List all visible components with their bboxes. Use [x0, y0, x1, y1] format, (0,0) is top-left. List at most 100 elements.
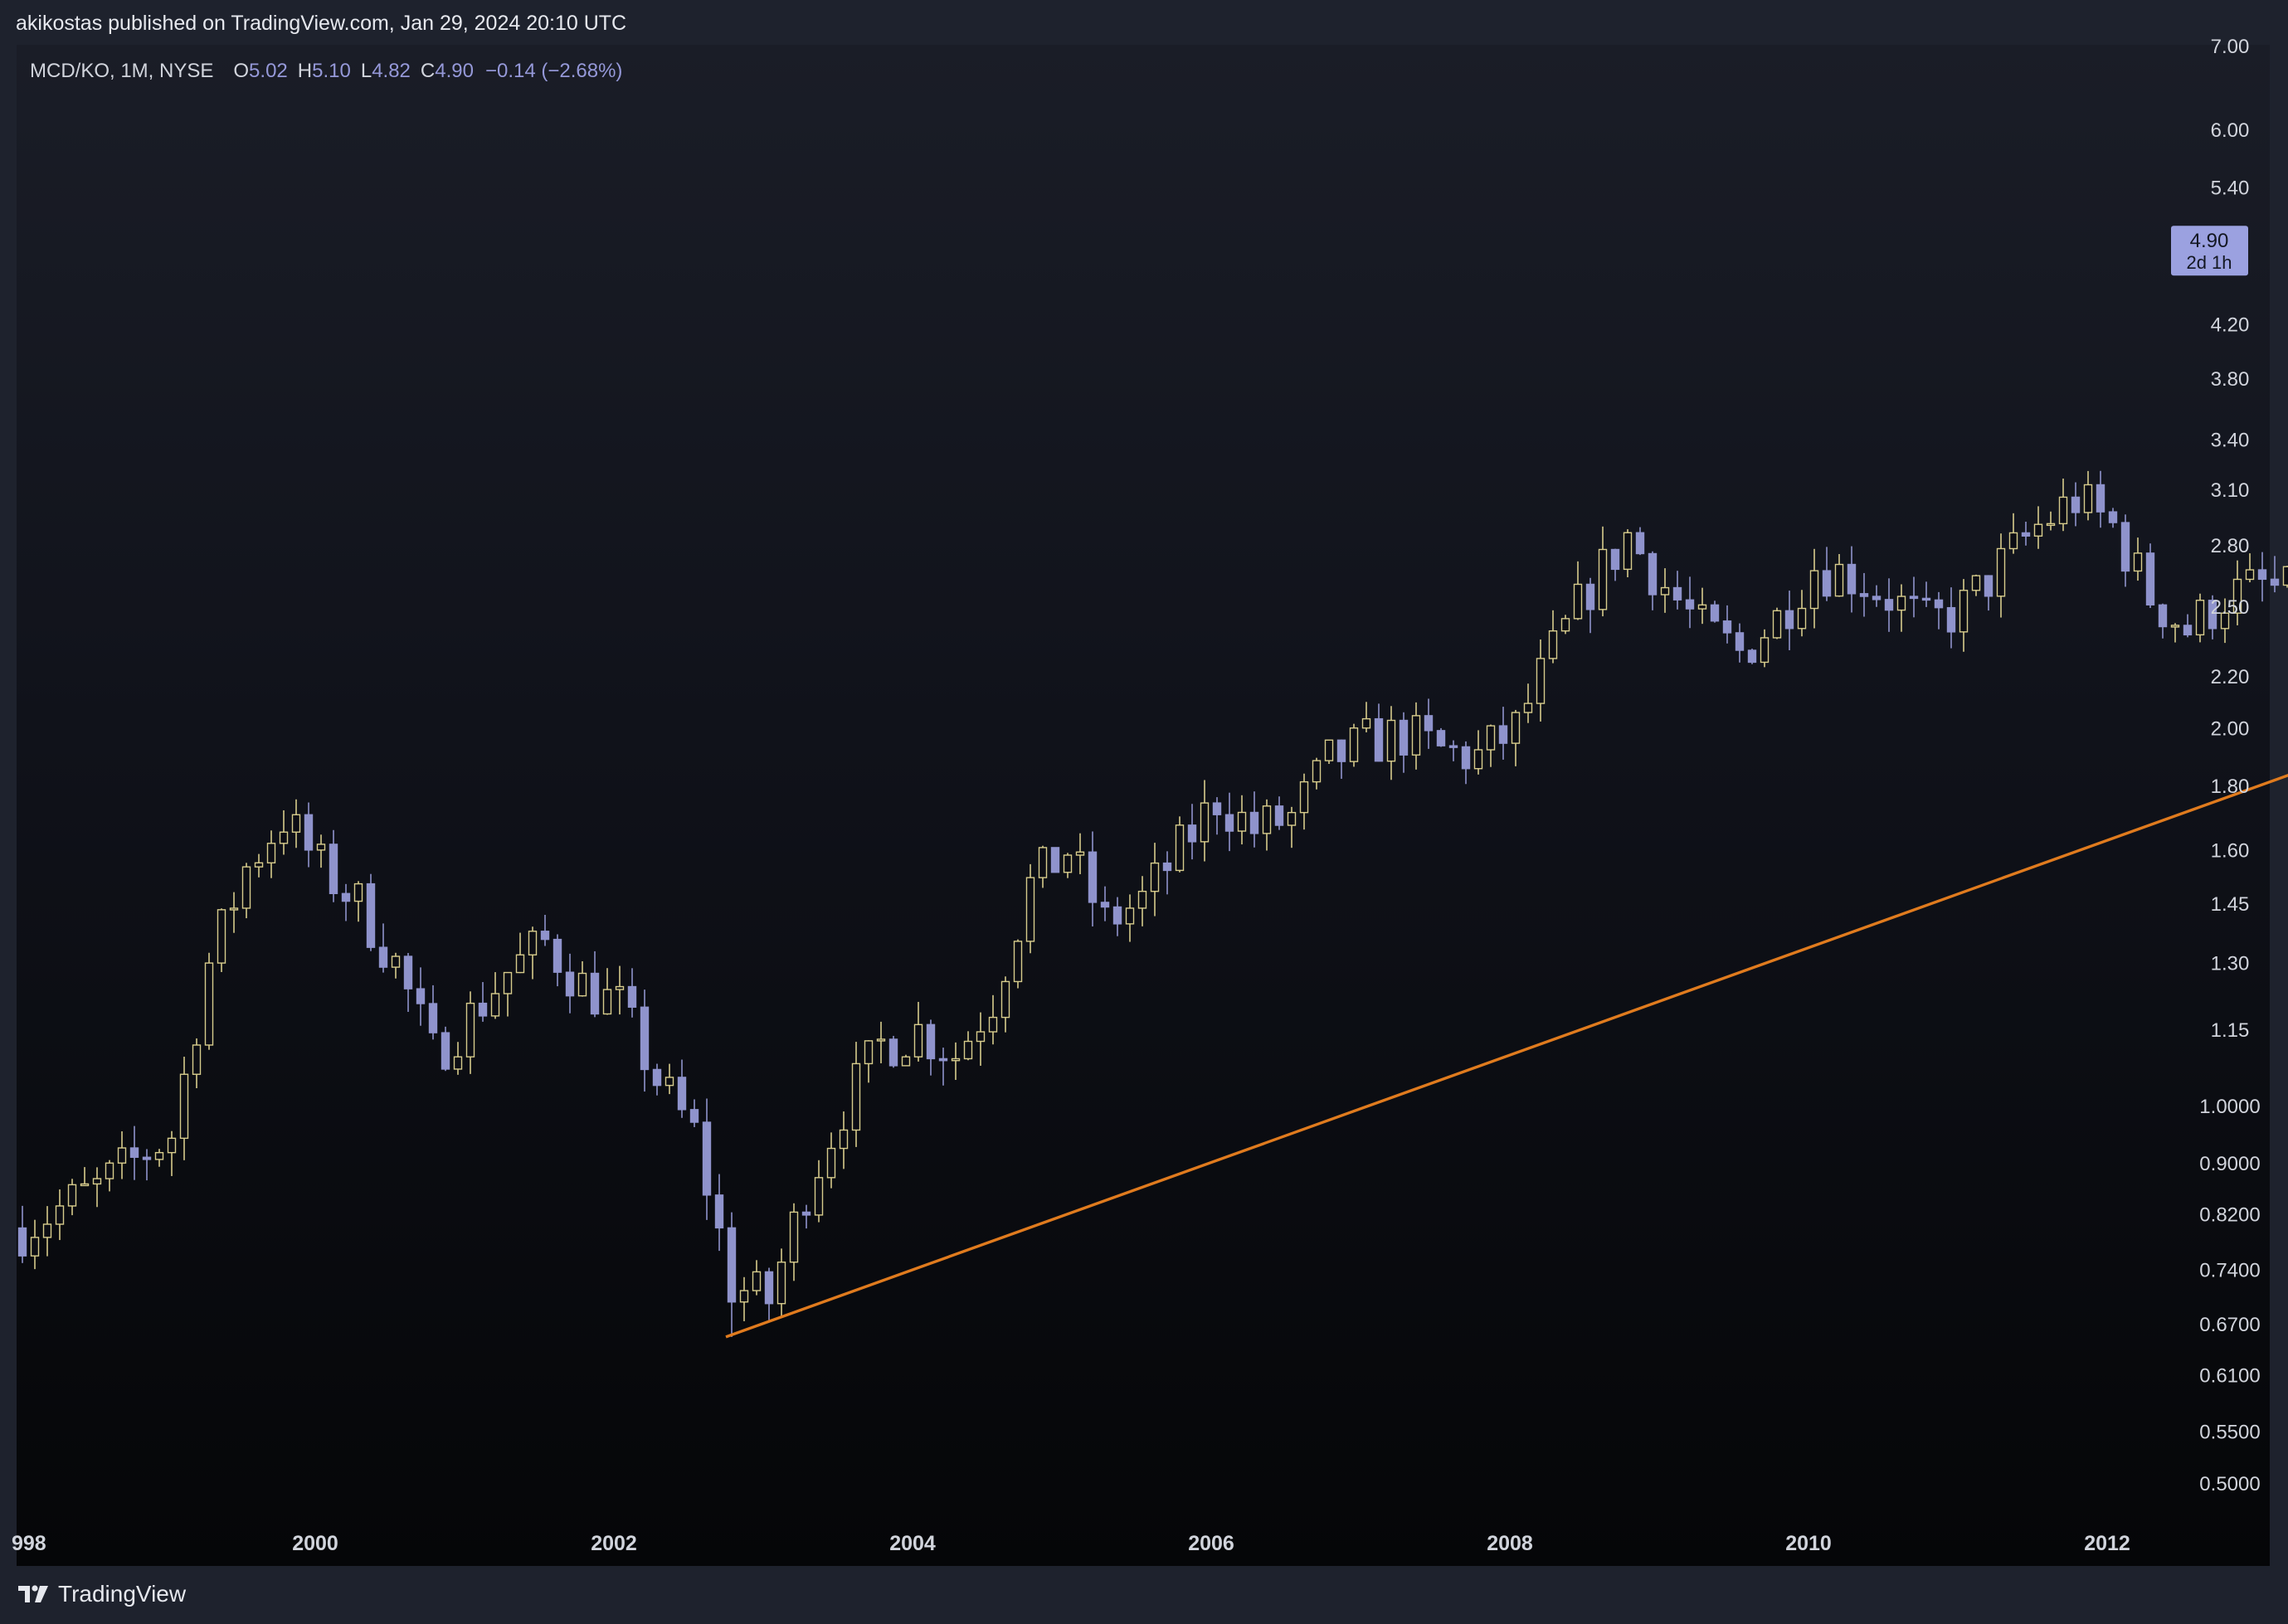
candle-body: [515, 954, 525, 974]
candle-body: [2071, 496, 2081, 513]
candle: [1722, 605, 1732, 644]
candle-body: [1312, 760, 1322, 783]
candle: [1511, 709, 1521, 766]
candle-body: [1025, 877, 1035, 942]
high-value: 5.10: [312, 60, 351, 82]
candle-body: [2208, 600, 2217, 630]
price-tick-label: 3.40: [2211, 429, 2250, 451]
candle-body: [1921, 597, 1931, 601]
candle-body: [888, 1038, 898, 1067]
candle-body: [42, 1223, 52, 1238]
price-tick-label: 3.80: [2211, 368, 2250, 391]
candle-body: [1162, 862, 1172, 872]
candle: [453, 1042, 463, 1075]
candle: [465, 991, 475, 1074]
candle-body: [1834, 563, 1844, 597]
chart-panel[interactable]: [17, 45, 2270, 1566]
candle-body: [241, 866, 251, 909]
candle: [316, 834, 326, 868]
candle-body: [1648, 552, 1658, 596]
candle: [142, 1149, 152, 1181]
candle-body: [602, 989, 612, 1015]
candle-body: [2008, 532, 2018, 550]
candle: [1424, 698, 1434, 749]
candle: [677, 1059, 687, 1118]
candle: [217, 908, 226, 972]
candle-body: [2096, 484, 2105, 513]
candle-body: [1635, 532, 1645, 555]
candle: [1448, 740, 1458, 761]
candle: [1560, 615, 1570, 635]
candle: [1573, 561, 1583, 620]
candle: [901, 1054, 911, 1067]
candle: [1063, 853, 1073, 878]
candle-body: [826, 1147, 836, 1179]
candle: [17, 1205, 27, 1263]
candle: [1984, 575, 1993, 611]
candle: [329, 829, 338, 902]
candle: [441, 1026, 450, 1072]
brand[interactable]: TradingView: [17, 1581, 186, 1607]
candle-body: [366, 883, 376, 948]
candle-body: [1585, 583, 1595, 610]
candle-body: [391, 955, 401, 968]
candle-body: [167, 1137, 177, 1154]
candle: [2133, 537, 2143, 581]
candle: [1747, 649, 1757, 664]
time-axis: 9982000200220042006200820102012201420162…: [12, 1532, 2130, 1555]
candle-body: [1672, 586, 1682, 600]
candle: [1536, 639, 1546, 722]
candle: [826, 1132, 836, 1189]
candle: [80, 1167, 90, 1187]
candle: [179, 1057, 189, 1160]
candle-body: [565, 971, 575, 997]
candle-body: [1461, 746, 1471, 770]
price-tick-label: 2.00: [2211, 718, 2250, 741]
candle: [1548, 610, 1558, 664]
candle: [1000, 976, 1010, 1033]
candle: [1299, 773, 1309, 830]
candle: [1088, 831, 1098, 926]
candle-body: [1175, 824, 1185, 872]
price-tick-label: 0.6100: [2199, 1365, 2260, 1388]
candle-body: [851, 1062, 861, 1131]
symbol-label[interactable]: MCD/KO, 1M, NYSE: [30, 60, 214, 82]
candle-body: [1150, 862, 1160, 892]
candle-body: [217, 909, 226, 964]
candle-body: [1324, 739, 1334, 761]
candle: [1025, 863, 1035, 954]
candle-body: [2195, 600, 2205, 636]
price-tick-label: 1.0000: [2199, 1096, 2260, 1118]
candle-body: [254, 862, 264, 868]
candle-body: [776, 1262, 786, 1305]
candle: [117, 1130, 127, 1179]
candle-body: [1946, 606, 1956, 633]
candle: [1623, 529, 1633, 577]
candle: [739, 1276, 749, 1321]
candle: [1847, 546, 1857, 613]
time-tick-label: 2002: [591, 1532, 637, 1555]
candle-body: [80, 1183, 90, 1187]
candle-body: [2083, 484, 2093, 513]
candle: [1859, 572, 1869, 617]
candle: [2158, 603, 2168, 639]
candle: [664, 1063, 674, 1095]
candle-body: [1336, 739, 1346, 762]
candle-body: [154, 1151, 164, 1160]
candle-body: [951, 1058, 961, 1062]
price-tick-label: 7.00: [2211, 36, 2250, 58]
price-tick-label: 3.10: [2211, 479, 2250, 502]
candle: [1971, 574, 1981, 596]
candle-body: [590, 972, 600, 1015]
candle: [839, 1111, 849, 1169]
candle-body: [142, 1156, 152, 1160]
candle: [1598, 526, 1608, 617]
candle-body: [1100, 902, 1110, 908]
candle: [1784, 591, 1794, 650]
candle-body: [1374, 717, 1384, 762]
candle: [2120, 514, 2130, 587]
candle: [105, 1160, 114, 1192]
candle: [1710, 600, 1720, 623]
candle: [988, 994, 998, 1045]
